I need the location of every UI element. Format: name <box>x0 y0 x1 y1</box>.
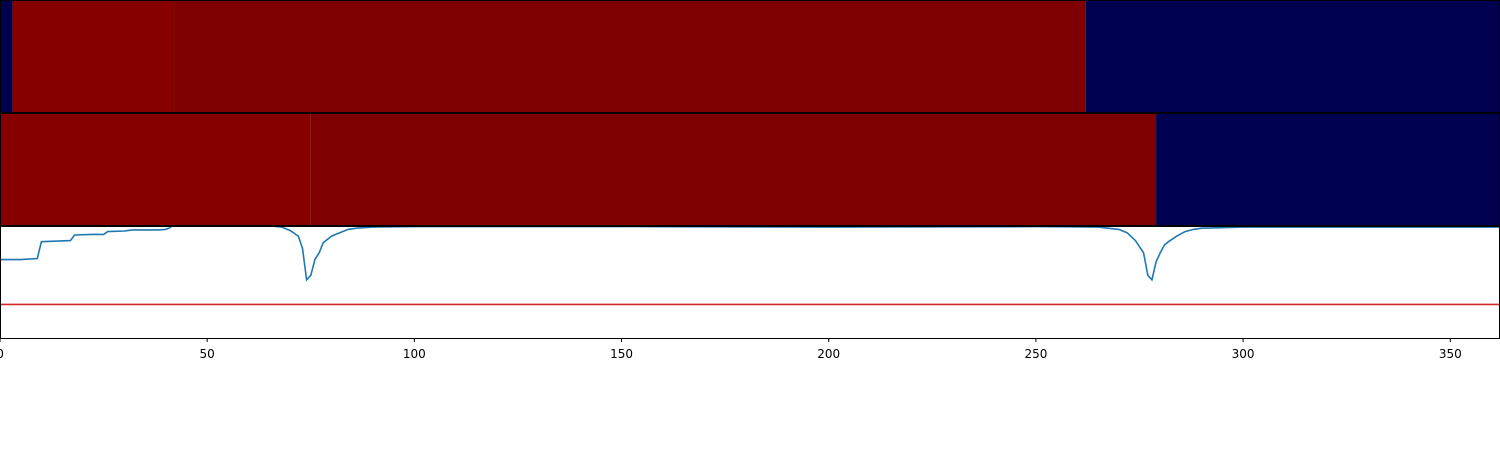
x-tick-label-350: 350 <box>1439 347 1462 361</box>
segment-2-1 <box>310 113 1157 225</box>
x-tick-label-50: 50 <box>200 347 215 361</box>
x-tick-label-250: 250 <box>1024 347 1047 361</box>
segment-1-0 <box>0 0 13 112</box>
segment-1-2 <box>174 0 1086 112</box>
x-tick-label-300: 300 <box>1232 347 1255 361</box>
axes-frame-3 <box>0 226 1500 339</box>
x-tick-label-0: 0 <box>0 347 4 361</box>
x-axis: 0 50 100 150 200 250 300 350 <box>0 338 1462 361</box>
segment-2-0 <box>0 113 311 225</box>
segment-track-1 <box>0 0 1500 112</box>
segment-2-2 <box>1156 113 1500 225</box>
x-tick-label-200: 200 <box>817 347 840 361</box>
signal-track <box>0 226 1500 306</box>
segment-1-3 <box>1085 0 1500 112</box>
signal-line <box>0 226 1500 282</box>
segment-track-2 <box>0 113 1500 225</box>
x-tick-label-150: 150 <box>610 347 633 361</box>
x-tick-label-100: 100 <box>403 347 426 361</box>
segment-1-1 <box>12 0 175 112</box>
